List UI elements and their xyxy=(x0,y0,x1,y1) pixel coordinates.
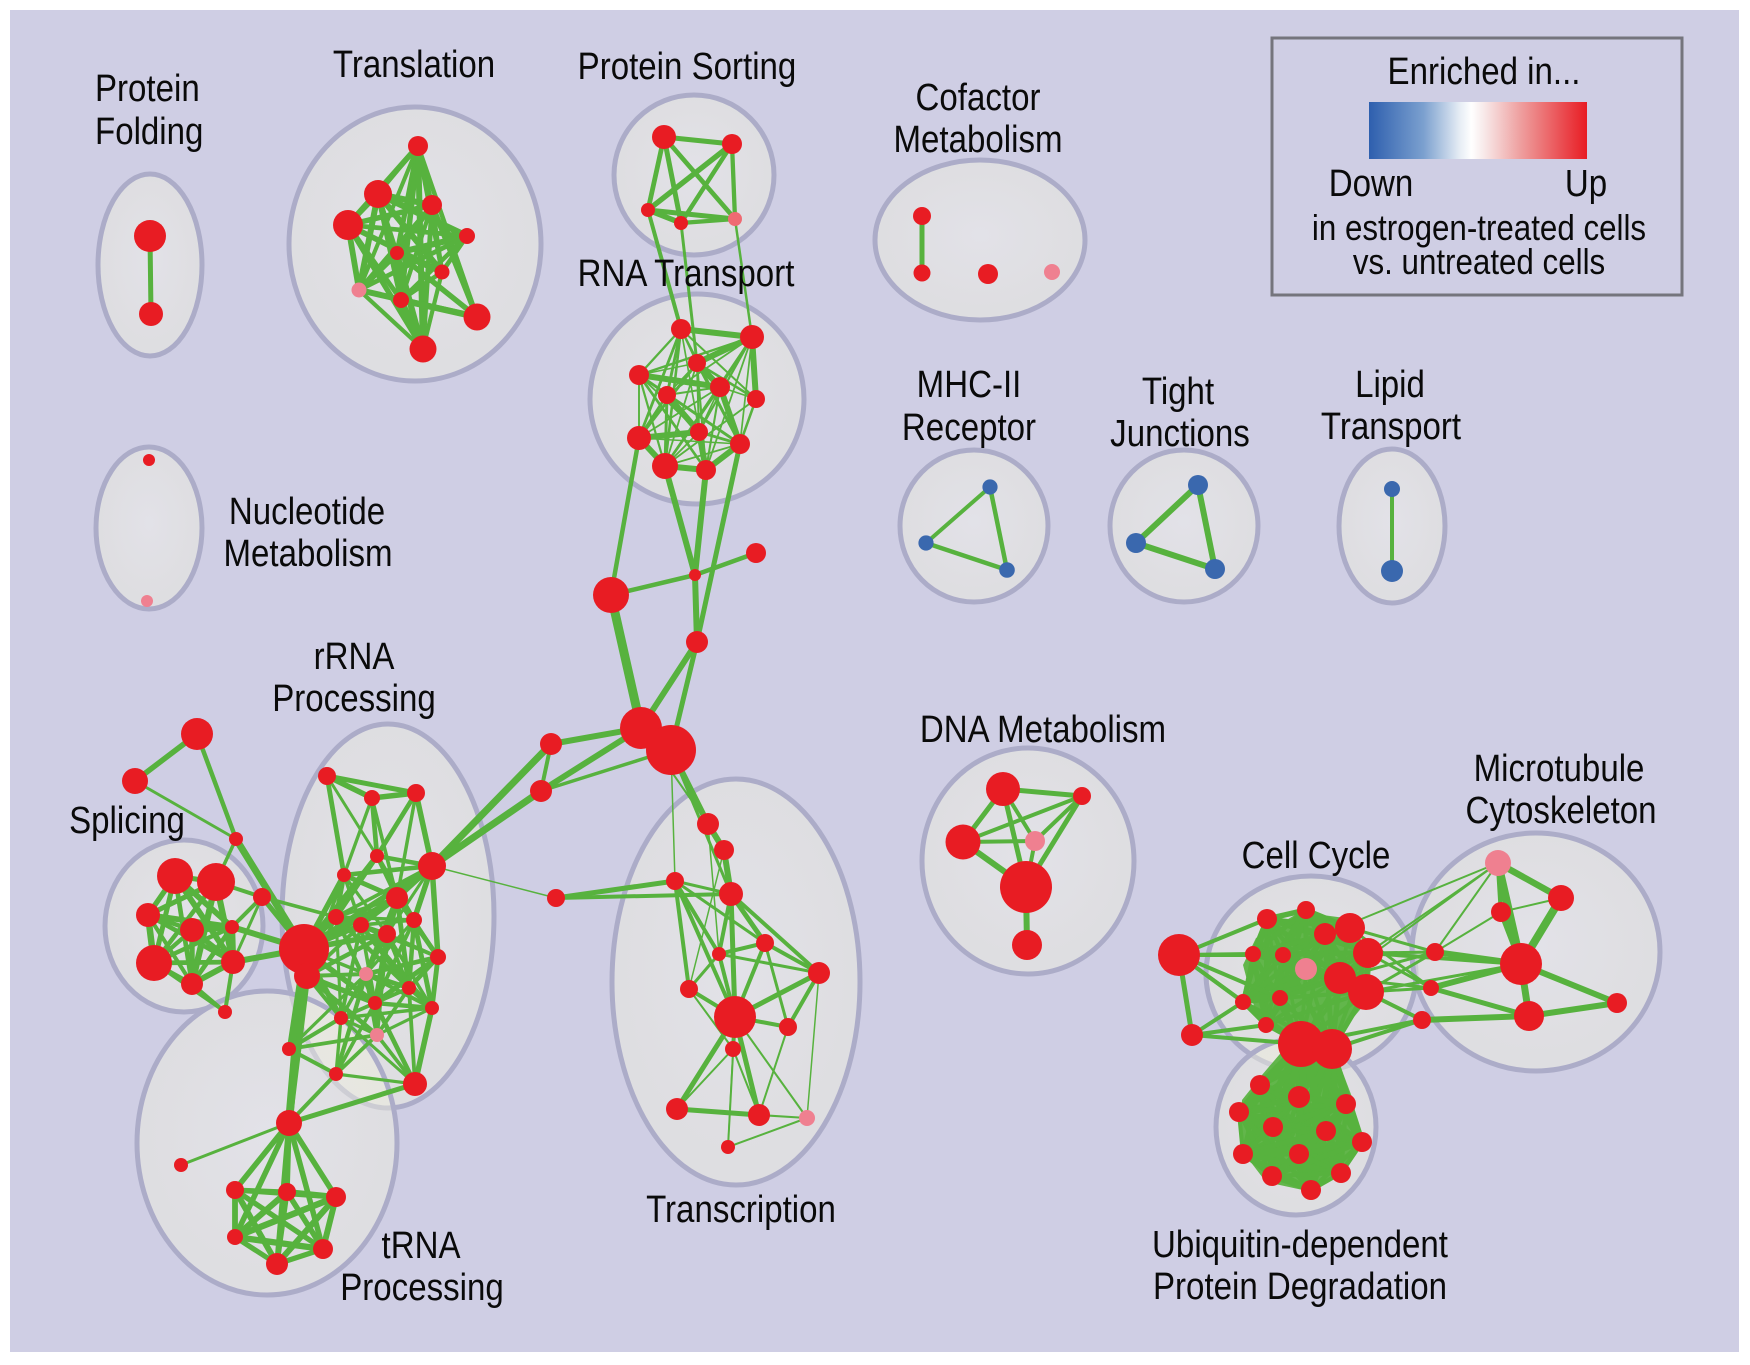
svg-text:RNA Transport: RNA Transport xyxy=(578,252,795,295)
svg-text:Microtubule: Microtubule xyxy=(1474,747,1645,790)
svg-text:Cofactor: Cofactor xyxy=(916,76,1041,119)
svg-text:Protein Degradation: Protein Degradation xyxy=(1153,1265,1447,1308)
svg-text:in estrogen-treated cells: in estrogen-treated cells xyxy=(1312,208,1646,249)
svg-text:Ubiquitin-dependent: Ubiquitin-dependent xyxy=(1152,1223,1448,1266)
svg-text:Transcription: Transcription xyxy=(646,1188,836,1231)
svg-text:Translation: Translation xyxy=(333,43,495,86)
svg-text:Processing: Processing xyxy=(340,1266,504,1309)
svg-text:Processing: Processing xyxy=(272,677,436,720)
svg-text:tRNA: tRNA xyxy=(382,1224,461,1267)
svg-text:vs. untreated cells: vs. untreated cells xyxy=(1353,242,1605,283)
svg-text:Nucleotide: Nucleotide xyxy=(229,490,385,533)
svg-text:Enriched in...: Enriched in... xyxy=(1388,50,1581,93)
svg-text:Splicing: Splicing xyxy=(69,799,185,842)
svg-text:MHC-II: MHC-II xyxy=(917,363,1022,406)
svg-text:Tight: Tight xyxy=(1142,370,1214,413)
svg-text:Protein: Protein xyxy=(95,67,200,110)
svg-text:Protein Sorting: Protein Sorting xyxy=(578,45,797,88)
svg-text:Receptor: Receptor xyxy=(902,406,1036,449)
svg-text:Junctions: Junctions xyxy=(1110,412,1250,455)
svg-text:Cell Cycle: Cell Cycle xyxy=(1242,834,1391,877)
svg-text:DNA Metabolism: DNA Metabolism xyxy=(920,708,1166,751)
svg-text:Lipid: Lipid xyxy=(1355,363,1425,406)
svg-text:Up: Up xyxy=(1565,162,1607,205)
svg-text:rRNA: rRNA xyxy=(314,635,395,678)
svg-text:Metabolism: Metabolism xyxy=(893,118,1062,161)
svg-text:Cytoskeleton: Cytoskeleton xyxy=(1465,789,1656,832)
svg-text:Down: Down xyxy=(1329,162,1414,205)
svg-text:Metabolism: Metabolism xyxy=(223,532,392,575)
svg-text:Folding: Folding xyxy=(95,110,203,153)
svg-text:Transport: Transport xyxy=(1321,405,1461,448)
